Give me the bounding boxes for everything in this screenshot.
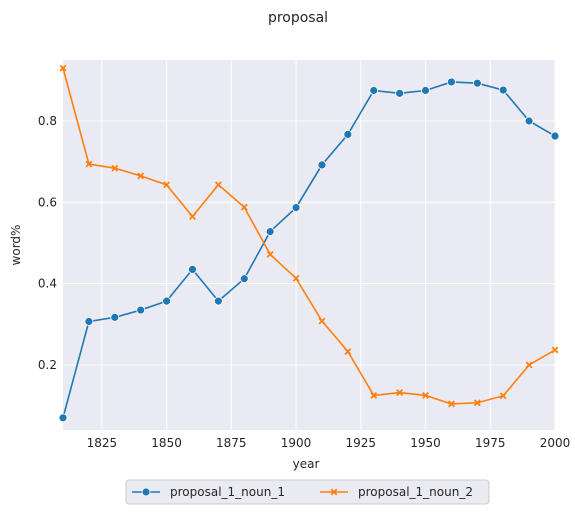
data-point bbox=[447, 400, 455, 408]
x-tick-label: 1975 bbox=[475, 436, 506, 450]
data-point bbox=[189, 213, 196, 220]
data-point bbox=[213, 296, 223, 306]
data-point bbox=[240, 203, 248, 211]
x-tick-label: 1850 bbox=[151, 436, 182, 450]
grid-layer bbox=[63, 60, 556, 430]
legend-box bbox=[125, 479, 490, 505]
series-proposal_1_noun_2 bbox=[59, 64, 559, 408]
series-line bbox=[62, 67, 556, 405]
data-point bbox=[447, 77, 456, 87]
data-point bbox=[59, 64, 67, 72]
data-point bbox=[111, 164, 119, 172]
data-point bbox=[58, 413, 68, 423]
x-tick-label: 1825 bbox=[87, 436, 118, 450]
legend-label: proposal_1_noun_1 bbox=[170, 485, 285, 499]
x-axis-label: year bbox=[293, 457, 320, 471]
series-layer bbox=[58, 64, 560, 423]
x-tick-label: 1925 bbox=[346, 436, 377, 450]
data-point bbox=[369, 86, 379, 95]
data-point bbox=[291, 203, 301, 212]
x-tick-label: 2000 bbox=[540, 436, 571, 450]
data-point bbox=[550, 131, 560, 141]
y-axis-label: word% bbox=[9, 225, 23, 266]
legend-marker bbox=[330, 488, 338, 496]
legend: proposal_1_noun_1 proposal_1_noun_2 bbox=[125, 479, 490, 505]
data-point bbox=[318, 317, 326, 325]
data-point bbox=[265, 227, 275, 236]
data-point bbox=[525, 361, 533, 369]
legend-marker bbox=[141, 487, 151, 497]
data-point bbox=[395, 88, 405, 98]
data-point bbox=[136, 305, 146, 315]
x-tick-label: 1900 bbox=[281, 436, 312, 450]
data-point bbox=[422, 392, 429, 399]
data-point bbox=[396, 389, 404, 397]
legend-items: proposal_1_noun_1 proposal_1_noun_2 bbox=[132, 485, 473, 499]
data-point bbox=[498, 85, 508, 95]
plot-background bbox=[63, 60, 555, 430]
data-point bbox=[343, 130, 353, 139]
legend-item: proposal_1_noun_2 bbox=[320, 485, 473, 499]
y-tick-label: 0.8 bbox=[38, 114, 57, 128]
data-point bbox=[188, 264, 197, 274]
legend-label: proposal_1_noun_2 bbox=[358, 485, 473, 499]
data-point bbox=[110, 312, 120, 322]
data-point bbox=[292, 274, 300, 282]
data-point bbox=[473, 399, 481, 407]
x-tick-label: 1950 bbox=[410, 436, 441, 450]
y-tick-label: 0.2 bbox=[38, 358, 57, 372]
x-tick-label: 1875 bbox=[216, 436, 247, 450]
ticks-layer: 1825 1850 1875 1900 1925 1950 1975 2000 0.2 0.4 0.… bbox=[38, 114, 570, 450]
data-point bbox=[317, 160, 327, 170]
legend-item: proposal_1_noun_1 bbox=[132, 485, 285, 499]
chart-title: proposal bbox=[268, 10, 328, 26]
series-proposal_1_noun_1 bbox=[58, 77, 560, 423]
data-point bbox=[472, 78, 482, 88]
data-point bbox=[421, 86, 430, 95]
y-tick-label: 0.6 bbox=[38, 195, 57, 209]
data-point bbox=[266, 250, 274, 258]
data-point bbox=[163, 181, 171, 189]
data-point bbox=[370, 392, 378, 399]
data-point bbox=[524, 116, 534, 126]
data-point bbox=[239, 274, 249, 284]
data-point bbox=[344, 348, 352, 355]
data-point bbox=[214, 181, 222, 189]
data-point bbox=[551, 346, 559, 354]
y-tick-label: 0.4 bbox=[38, 277, 57, 291]
data-point bbox=[499, 392, 507, 400]
data-point bbox=[84, 317, 94, 326]
data-point bbox=[162, 296, 171, 306]
data-point bbox=[85, 160, 93, 168]
data-point bbox=[137, 172, 145, 180]
